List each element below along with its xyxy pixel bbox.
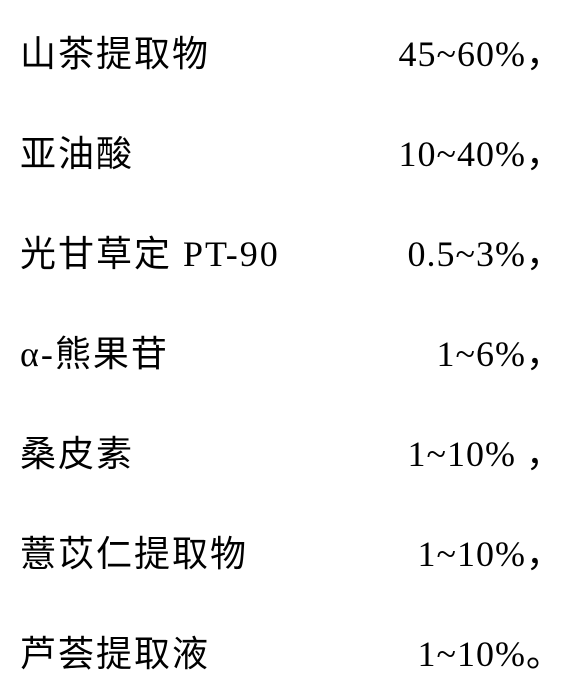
ingredient-row: 亚油酸 10~40%， [20,125,563,177]
ingredient-row: 薏苡仁提取物 1~10%， [20,525,563,577]
ingredient-value: 1~10%。 [418,625,563,677]
ingredient-name: 山茶提取物 [20,25,210,77]
ingredient-row: 山茶提取物 45~60%， [20,25,563,77]
ingredient-value: 10~40%， [399,125,563,177]
ingredient-name: 薏苡仁提取物 [20,525,248,577]
ingredient-name: 亚油酸 [20,125,134,177]
ingredient-value: 45~60%， [399,25,563,77]
ingredient-value: 1~10%， [418,525,563,577]
ingredient-name: 桑皮素 [20,425,134,477]
ingredient-row: 芦荟提取液 1~10%。 [20,625,563,677]
ingredient-list: 山茶提取物 45~60%， 亚油酸 10~40%， 光甘草定 PT-90 0.5… [20,25,563,677]
ingredient-row: 桑皮素 1~10% ， [20,425,563,477]
ingredient-row: α-熊果苷 1~6%， [20,325,563,377]
ingredient-value: 1~6%， [437,325,563,377]
ingredient-value: 0.5~3%， [408,225,563,277]
ingredient-name: α-熊果苷 [20,325,169,377]
ingredient-name: 光甘草定 PT-90 [20,225,280,277]
ingredient-row: 光甘草定 PT-90 0.5~3%， [20,225,563,277]
ingredient-value: 1~10% ， [408,425,563,477]
ingredient-name: 芦荟提取液 [20,625,210,677]
